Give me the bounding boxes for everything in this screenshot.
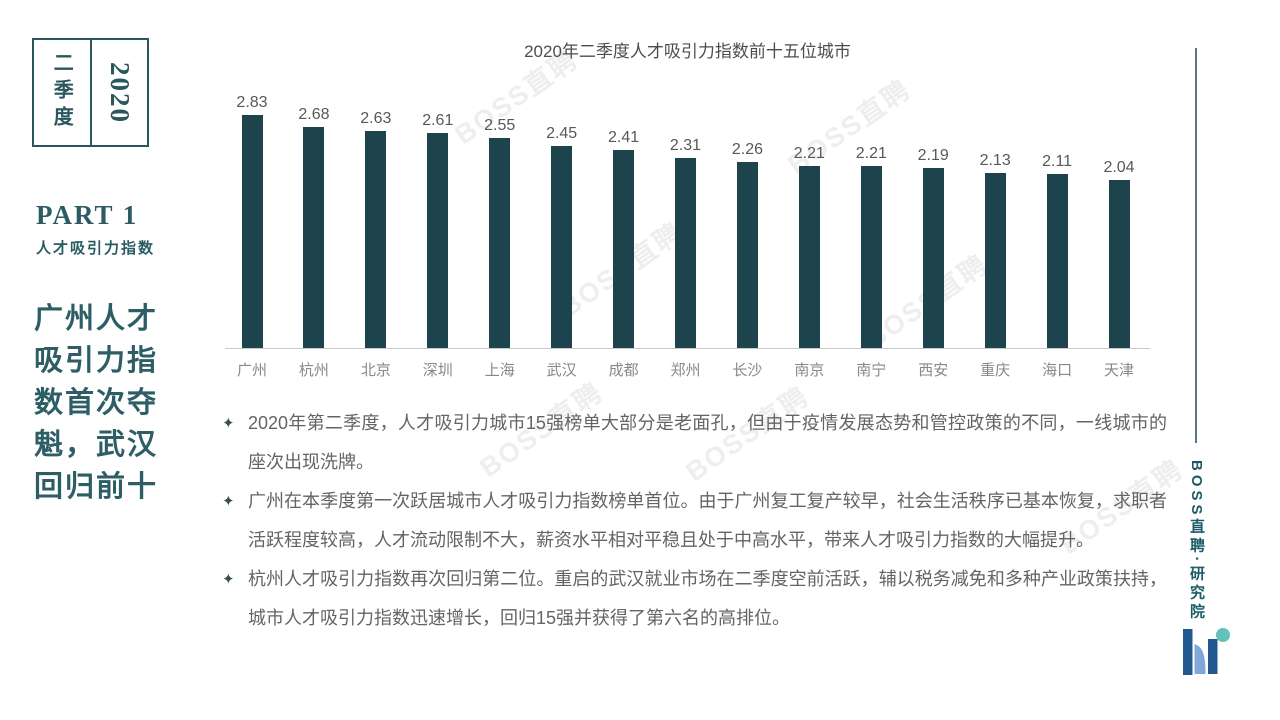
x-axis-tick-label: 成都 — [608, 362, 639, 379]
bar — [1046, 174, 1068, 348]
bar-group: 2.63 — [345, 110, 407, 348]
bar — [303, 127, 325, 348]
x-axis-tick-label: 南京 — [794, 362, 825, 379]
x-axis-tick-label: 武汉 — [546, 362, 577, 379]
note-text: 杭州人才吸引力指数再次回归第二位。重启的武汉就业市场在二季度空前活跃，辅以税务减… — [248, 569, 1167, 628]
quarter-label: 二季度 — [50, 52, 73, 133]
bar — [860, 166, 882, 348]
bar — [489, 138, 511, 348]
headline-line: 魁，武汉 — [34, 429, 159, 461]
note-item: ✦ 杭州人才吸引力指数再次回归第二位。重启的武汉就业市场在二季度空前活跃，辅以税务… — [222, 560, 1167, 638]
part-title: PART 1 — [36, 200, 139, 230]
bar-group: 2.31 — [655, 137, 717, 348]
quarter-year-box: 二季度 2020 — [32, 38, 149, 147]
bar-group: 2.21 — [840, 145, 902, 348]
headline-line: 数首次夺 — [34, 387, 159, 419]
bar — [365, 131, 387, 348]
bar-group: 2.61 — [407, 112, 469, 348]
x-axis-tick-label: 杭州 — [298, 362, 329, 379]
bar-group: 2.45 — [531, 125, 593, 348]
boss-zhipin-logo-icon — [1182, 627, 1234, 682]
bar-value-label: 2.63 — [360, 110, 392, 127]
quarter-cell: 二季度 — [34, 40, 90, 145]
year-cell: 2020 — [89, 40, 148, 145]
bar — [798, 166, 820, 348]
bar — [1108, 180, 1130, 348]
bar-value-label: 2.19 — [917, 147, 949, 164]
star-bullet-icon: ✦ — [222, 571, 235, 588]
bar-value-label: 2.41 — [608, 129, 640, 146]
bar — [736, 162, 758, 348]
note-item: ✦ 广州在本季度第一次跃居城市人才吸引力指数榜单首位。由于广州复工复产较早，社会生… — [222, 482, 1167, 560]
note-text: 2020年第二季度，人才吸引力城市15强榜单大部分是老面孔，但由于疫情发展态势和… — [248, 413, 1167, 472]
bar-group: 2.68 — [283, 106, 345, 348]
x-axis-tick-label: 海口 — [1042, 362, 1073, 379]
bar-group: 2.83 — [221, 94, 283, 348]
bar — [551, 146, 573, 348]
bar — [984, 173, 1006, 348]
bar-value-label: 2.21 — [855, 145, 887, 162]
bar — [613, 150, 635, 348]
headline-line: 广州人才 — [34, 303, 159, 335]
bar — [675, 158, 696, 348]
bar — [241, 115, 263, 348]
star-bullet-icon: ✦ — [222, 415, 235, 432]
source-label: BOSS直聘·研究院 — [1188, 460, 1205, 623]
bar-group: 2.04 — [1088, 159, 1150, 348]
x-axis-tick-label: 西安 — [918, 362, 949, 379]
x-axis-tick-label: 广州 — [236, 362, 267, 379]
bar-group: 2.41 — [593, 129, 655, 348]
bar — [427, 133, 449, 348]
x-axis-tick-label: 深圳 — [422, 362, 453, 379]
bar-group: 2.26 — [716, 141, 778, 348]
chart-title: 2020年二季度人才吸引力指数前十五位城市 — [524, 42, 851, 61]
bar-value-label: 2.13 — [979, 152, 1011, 169]
x-axis-tick-label: 重庆 — [980, 362, 1011, 379]
bar-value-label: 2.11 — [1042, 153, 1073, 170]
x-axis-tick-label: 上海 — [484, 362, 515, 379]
note-item: ✦ 2020年第二季度，人才吸引力城市15强榜单大部分是老面孔，但由于疫情发展态势… — [222, 404, 1167, 482]
notes-list: ✦ 2020年第二季度，人才吸引力城市15强榜单大部分是老面孔，但由于疫情发展态势… — [222, 404, 1167, 638]
bar-value-label: 2.55 — [484, 117, 516, 134]
bar-value-label: 2.21 — [793, 145, 825, 162]
headline-line: 吸引力指 — [34, 345, 159, 377]
x-axis-tick-label: 郑州 — [670, 362, 701, 379]
bar — [922, 168, 944, 348]
x-axis-tick-label: 北京 — [360, 362, 391, 379]
bar-value-label: 2.45 — [546, 125, 578, 142]
year-label: 2020 — [104, 61, 135, 124]
x-axis-tick-label: 长沙 — [732, 362, 763, 379]
note-text: 广州在本季度第一次跃居城市人才吸引力指数榜单首位。由于广州复工复产较早，社会生活… — [248, 491, 1167, 550]
bar-group: 2.19 — [902, 147, 964, 348]
x-axis-tick-label: 南宁 — [856, 362, 887, 379]
bar-chart: 2020年二季度人才吸引力指数前十五位城市 2.83 2.68 2.63 2.61 2.… — [225, 35, 1150, 390]
x-axis-line — [225, 348, 1150, 349]
bar-group: 2.21 — [778, 145, 840, 348]
vertical-divider — [1195, 48, 1197, 443]
part-subtitle: 人才吸引力指数 — [36, 241, 156, 257]
bar-group: 2.11 — [1026, 153, 1088, 348]
bar-value-label: 2.31 — [669, 137, 702, 154]
bar-value-label: 2.26 — [731, 141, 763, 158]
bar-value-label: 2.83 — [236, 94, 268, 111]
bar-group: 2.55 — [469, 117, 531, 348]
star-bullet-icon: ✦ — [222, 493, 235, 510]
bar-value-label: 2.61 — [422, 112, 454, 129]
bar-value-label: 2.04 — [1103, 159, 1135, 176]
section-headline: 广州人才吸引力指数首次夺魁，武汉回归前十 — [34, 298, 158, 508]
bar-group: 2.13 — [964, 152, 1026, 348]
bar-value-label: 2.68 — [298, 106, 330, 123]
x-axis-tick-label: 天津 — [1104, 362, 1135, 379]
headline-line: 回归前十 — [34, 471, 159, 503]
